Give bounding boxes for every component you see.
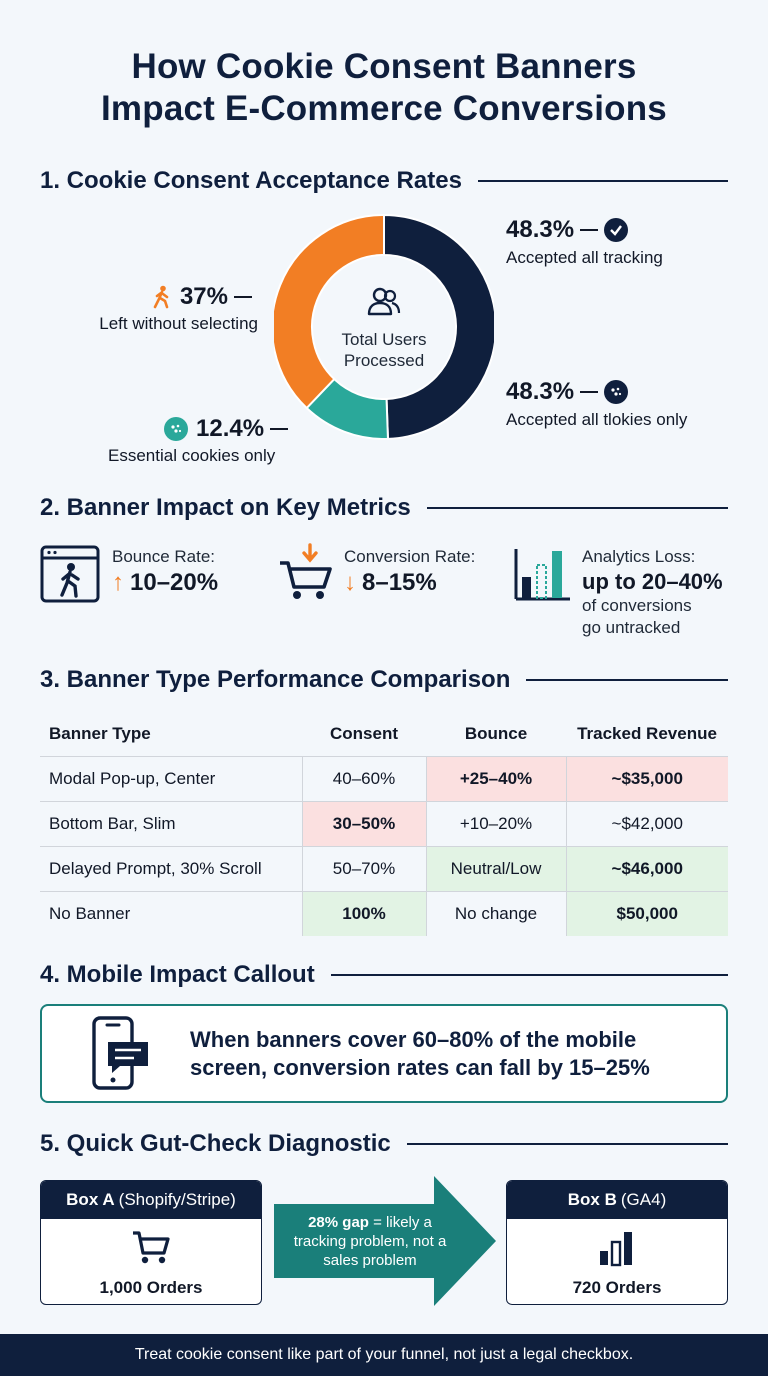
cookie-icon bbox=[164, 417, 188, 441]
section-heading-comparison: 3. Banner Type Performance Comparison bbox=[40, 664, 728, 696]
box-b: Box B (GA4) 720 Orders bbox=[506, 1180, 728, 1305]
section-heading-mobile: 4. Mobile Impact Callout bbox=[40, 959, 728, 991]
section-heading-diagnostic: 5. Quick Gut-Check Diagnostic bbox=[40, 1128, 728, 1160]
donut-center: Total Users Processed bbox=[322, 286, 446, 371]
table-header-row: Banner Type Consent Bounce Tracked Reven… bbox=[49, 723, 717, 743]
mobile-callout-box: When banners cover 60–80% of the mobile … bbox=[40, 1004, 728, 1103]
metric-bounce: Bounce Rate: ↑ 10–20% bbox=[112, 547, 219, 596]
cart-icon bbox=[133, 1231, 170, 1264]
table-row: Bottom Bar, Slim 30–50% +10–20% ~$42,000 bbox=[40, 800, 728, 846]
box-a: Box A (Shopify/Stripe) 1,000 Orders bbox=[40, 1180, 262, 1305]
callout-essential: 12.4% Essential cookies only bbox=[108, 415, 294, 466]
phone-message-icon bbox=[92, 1016, 148, 1090]
check-circle-icon bbox=[604, 218, 629, 242]
callout-accepted-all: 48.3% Accepted all tracking bbox=[506, 216, 663, 267]
bar-chart-icon bbox=[514, 549, 570, 601]
footer-banner: Treat cookie consent like part of your f… bbox=[0, 1334, 768, 1376]
table-row: Delayed Prompt, 30% Scroll 50–70% Neutra… bbox=[40, 845, 728, 891]
metric-analytics: Analytics Loss: up to 20–40% of conversi… bbox=[582, 547, 723, 637]
bar-chart-icon bbox=[600, 1232, 632, 1267]
callout-left-without: 37% Left without selecting bbox=[99, 283, 258, 333]
donut-slice-0 bbox=[383, 213, 494, 440]
acceptance-donut-chart bbox=[274, 213, 494, 440]
donut-slice-2 bbox=[274, 213, 385, 410]
table-row: No Banner 100% No change $50,000 bbox=[40, 890, 728, 936]
users-icon bbox=[367, 287, 401, 316]
walking-person-icon bbox=[153, 285, 169, 309]
table-row: Modal Pop-up, Center 40–60% +25–40% ~$35… bbox=[40, 755, 728, 801]
gap-arrow bbox=[274, 1176, 496, 1306]
section-heading-acceptance: 1. Cookie Consent Acceptance Rates bbox=[40, 165, 728, 197]
gap-arrow-text: 28% gap = likely a tracking problem, not… bbox=[293, 1214, 447, 1269]
banner-comparison-table: Banner Type Consent Bounce Tracked Reven… bbox=[40, 712, 728, 936]
section-heading-metrics: 2. Banner Impact on Key Metrics bbox=[40, 492, 728, 524]
cookie-icon bbox=[604, 380, 629, 404]
callout-accepted-cookies: 48.3% Accepted all tlokies only bbox=[506, 378, 688, 429]
cart-down-icon bbox=[280, 543, 332, 599]
page-title: How Cookie Consent Banners Impact E-Comm… bbox=[101, 47, 667, 128]
metric-conversion: Conversion Rate: ↓ 8–15% bbox=[344, 547, 476, 596]
browser-exit-icon bbox=[40, 545, 100, 603]
